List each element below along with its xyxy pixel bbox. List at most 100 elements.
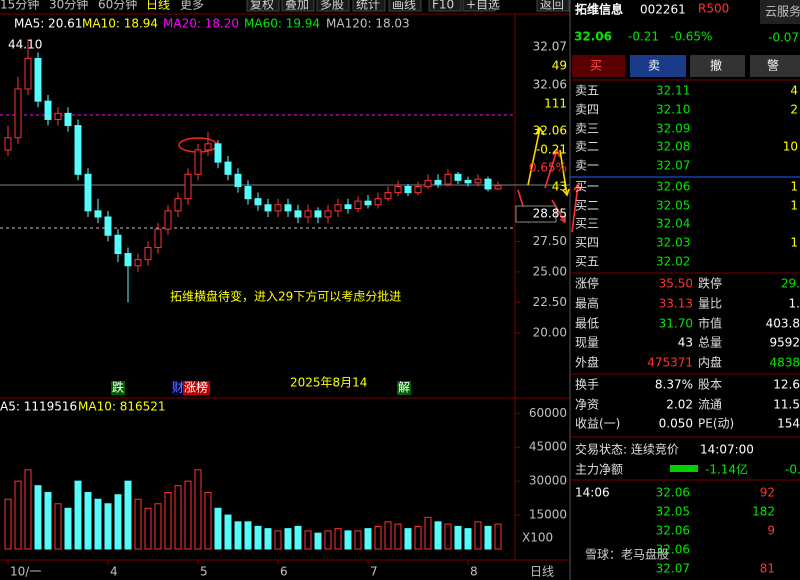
tool-button-label[interactable]: 叠加 <box>285 0 309 12</box>
stat-value: 8.37% <box>655 378 693 392</box>
y-tick-label: 30000 <box>529 474 567 488</box>
tool-button-label[interactable]: F10 <box>432 0 454 12</box>
trade-price: 32.06 <box>656 486 690 500</box>
tool-button <box>428 0 462 12</box>
price-box <box>515 205 557 223</box>
candle-body <box>444 173 452 185</box>
volume-bar <box>244 521 252 550</box>
volume-bar <box>84 491 92 550</box>
last-price: 32.06 <box>574 30 612 44</box>
buy-button[interactable] <box>572 55 625 77</box>
y-tick-label: 22.50 <box>533 295 567 309</box>
book-price: 32.10 <box>656 103 690 117</box>
candle-body <box>314 210 322 218</box>
candle-body <box>124 253 132 267</box>
tool-button-label[interactable]: 返回 <box>540 0 564 12</box>
volume-bar <box>34 485 42 550</box>
y-tick-label: 20.00 <box>533 325 567 339</box>
candle-body <box>64 112 72 127</box>
candle-body <box>404 186 412 194</box>
volume-bar <box>174 485 182 550</box>
candle-body <box>374 198 382 206</box>
x-tick-label: 8 <box>470 565 478 579</box>
tool-button <box>352 0 386 12</box>
book-label: 买三 <box>575 217 599 231</box>
watermark: 雪球：老马盘股 <box>585 547 669 562</box>
volume-bar <box>354 530 362 550</box>
candle-body <box>94 210 102 218</box>
volume-bar <box>404 528 412 550</box>
axis-overlay-label: 0.65% <box>529 161 567 175</box>
volume-bar <box>364 528 372 550</box>
x-tick-label: 4 <box>110 565 118 579</box>
volume-bar <box>94 498 102 550</box>
trade-volume: 9 <box>767 524 775 538</box>
period-tab[interactable]: 更多 <box>180 0 204 12</box>
tool-button-label[interactable]: 统计 <box>356 0 380 12</box>
volume-bar <box>4 498 12 550</box>
volume-bar <box>214 507 222 550</box>
cancel-button[interactable] <box>690 55 745 77</box>
stat-value: 11.5 <box>773 398 800 412</box>
axis-overlay-label: 32.07 <box>533 40 567 54</box>
alert-button[interactable] <box>750 55 800 77</box>
book-label: 卖二 <box>575 140 599 154</box>
book-label: 买四 <box>575 236 599 250</box>
axis-overlay-label: 28.85 <box>533 207 567 221</box>
stat-value: 9592 <box>769 336 800 350</box>
sell-button[interactable] <box>630 55 686 77</box>
book-volume: 1 <box>790 180 798 194</box>
stat-value: 29. <box>781 277 800 291</box>
candle-body <box>114 234 122 255</box>
trade-button-label[interactable]: 卖 <box>648 59 660 73</box>
stat-label: PE(动) <box>698 417 734 431</box>
candle-body <box>4 137 12 151</box>
period-tab[interactable]: 30分钟 <box>49 0 88 12</box>
book-label: 卖五 <box>575 84 599 98</box>
stat-value: 2.02 <box>666 398 693 412</box>
stat-label: 换手 <box>575 378 599 392</box>
tool-button-label[interactable]: 复权 <box>250 0 274 12</box>
tool-button-label[interactable]: +自选 <box>466 0 500 12</box>
flow-bar <box>670 465 698 472</box>
flow-label: 主力净额 <box>575 463 623 477</box>
period-tab[interactable]: 日线 <box>146 0 170 12</box>
volume-bar <box>254 525 262 550</box>
x-tick-label: 7 <box>370 565 378 579</box>
candle-body <box>284 204 292 212</box>
trade-button-label[interactable]: 买 <box>590 59 602 73</box>
candle-body <box>144 246 152 261</box>
tool-button-label[interactable]: 画线 <box>392 0 416 12</box>
stat-value: 12.6 <box>773 378 800 392</box>
sector-name: 云服务 <box>765 4 800 19</box>
book-volume: 1 <box>790 199 798 213</box>
volume-bar <box>44 491 52 550</box>
trade-time: 14:06 <box>575 486 610 500</box>
y-tick-label: 25.00 <box>533 264 567 278</box>
candle-body <box>424 179 432 187</box>
stat-label: 市值 <box>698 316 722 331</box>
axis-overlay-label: -0.21 <box>536 143 567 157</box>
volume-bar <box>64 507 72 550</box>
volume-bar <box>224 514 232 550</box>
candle-body <box>224 161 232 175</box>
volume-bar <box>204 491 212 550</box>
volume-bar <box>54 503 62 550</box>
tool-button-label[interactable]: 多股 <box>320 0 344 12</box>
trade-button-label[interactable]: 撤 <box>710 58 722 73</box>
book-volume: 1 <box>790 236 798 250</box>
candle-body <box>454 173 462 181</box>
period-tab[interactable]: 15分钟 <box>0 0 39 12</box>
y-tick-label: 45000 <box>529 440 567 454</box>
book-label: 买二 <box>575 199 599 213</box>
period-tab[interactable]: 60分钟 <box>98 0 137 12</box>
sector-change: -0.079 <box>768 31 800 45</box>
volume-bar <box>164 491 172 550</box>
book-price: 32.09 <box>656 122 690 136</box>
trade-button-label[interactable]: 警 <box>767 58 779 73</box>
candle-body <box>384 192 392 200</box>
period-label: 日线 <box>530 565 554 579</box>
flow-value: -0. <box>785 463 800 477</box>
